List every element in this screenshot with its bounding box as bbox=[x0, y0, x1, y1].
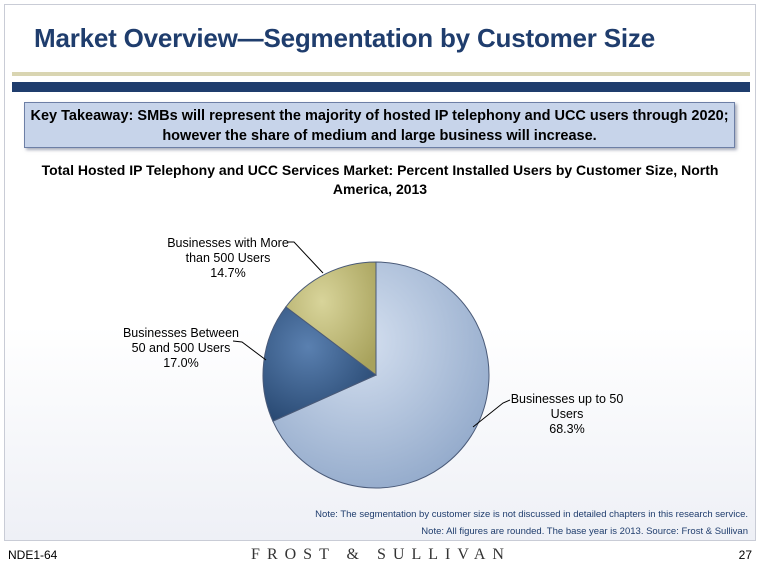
slice-label-large: Businesses with More than 500 Users 14.7… bbox=[158, 236, 298, 281]
leader-line-small bbox=[472, 399, 511, 428]
slice-label-small: Businesses up to 50 Users 68.3% bbox=[502, 392, 632, 437]
slice-label-medium-line1: Businesses Between bbox=[122, 326, 240, 340]
slice-label-medium-line2: 50 and 500 Users bbox=[131, 341, 231, 355]
title-rule-tan bbox=[12, 72, 750, 76]
slice-value-large: 14.7% bbox=[210, 266, 246, 280]
key-takeaway-box: Key Takeaway: SMBs will represent the ma… bbox=[24, 102, 735, 148]
footer-brand-logo: FROST & SULLIVAN bbox=[251, 546, 511, 563]
slice-label-large-line2: than 500 Users bbox=[185, 251, 271, 265]
pie-slice-medium bbox=[262, 306, 377, 422]
slice-label-medium: Businesses Between 50 and 500 Users 17.0… bbox=[115, 326, 247, 371]
slice-value-small: 68.3% bbox=[549, 422, 585, 436]
footer-code: NDE1-64 bbox=[8, 548, 58, 562]
note-segmentation: Note: The segmentation by customer size … bbox=[315, 509, 748, 520]
chart-title: Total Hosted IP Telephony and UCC Servic… bbox=[41, 162, 719, 197]
page-number: 27 bbox=[738, 548, 752, 562]
slice-label-large-line1: Businesses with More bbox=[167, 236, 289, 250]
page-title: Market Overview—Segmentation by Customer… bbox=[34, 23, 655, 53]
title-rule-navy bbox=[12, 82, 750, 92]
slice-label-small-line2: Users bbox=[550, 407, 584, 421]
slice-value-medium: 17.0% bbox=[163, 356, 199, 370]
note-source: Note: All figures are rounded. The base … bbox=[421, 526, 748, 537]
slice-label-small-line1: Businesses up to 50 bbox=[510, 392, 624, 406]
leader-line-large bbox=[288, 241, 324, 274]
pie-slice-small bbox=[272, 261, 490, 489]
leader-line-medium bbox=[232, 340, 267, 361]
pie-slice-large bbox=[285, 261, 377, 377]
